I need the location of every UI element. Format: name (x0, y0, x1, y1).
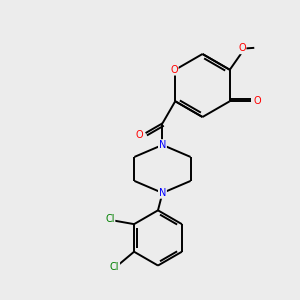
Text: O: O (136, 130, 143, 140)
Text: O: O (238, 44, 246, 53)
Text: N: N (159, 188, 166, 198)
Text: N: N (159, 140, 166, 150)
Text: O: O (170, 65, 178, 75)
Text: O: O (254, 96, 261, 106)
Text: Cl: Cl (105, 214, 115, 224)
Text: Cl: Cl (110, 262, 119, 272)
